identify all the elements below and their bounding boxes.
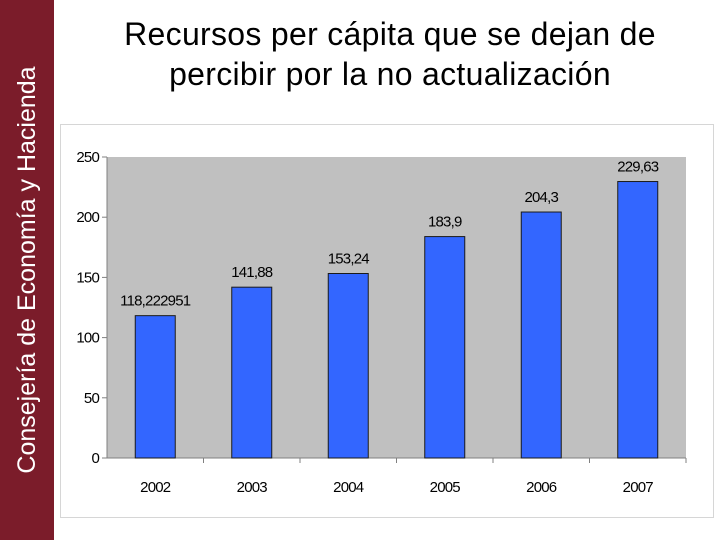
x-tick-label: 2005 bbox=[430, 479, 461, 496]
bar-value-label: 153,24 bbox=[328, 250, 370, 267]
bar-value-label: 204,3 bbox=[524, 189, 558, 206]
x-tick-label: 2003 bbox=[237, 479, 268, 496]
y-tick-label: 250 bbox=[76, 149, 99, 166]
bar bbox=[134, 315, 176, 459]
slide-title-line-2: percibir por la no actualización bbox=[169, 56, 611, 92]
bar bbox=[231, 286, 273, 459]
plot-area bbox=[107, 157, 686, 458]
x-tick-label: 2004 bbox=[333, 479, 364, 496]
y-tick-label: 100 bbox=[76, 330, 99, 347]
bar-value-label: 183,9 bbox=[428, 214, 462, 231]
x-tick-label: 2006 bbox=[526, 479, 557, 496]
x-tick-label: 2002 bbox=[140, 479, 171, 496]
bar-chart: 0 50 100 150 200 250 118,222951 2002 141,88 2003 1… bbox=[76, 149, 687, 496]
y-tick-label: 150 bbox=[76, 269, 99, 286]
slide-title-line-1: Recursos per cápita que se dejan de bbox=[124, 16, 656, 52]
bar bbox=[520, 211, 562, 459]
bar bbox=[617, 181, 659, 459]
x-tick-label: 2007 bbox=[623, 479, 654, 496]
slide-title: Recursos per cápita que se dejan de perc… bbox=[60, 14, 720, 94]
bar-value-label: 141,88 bbox=[231, 264, 273, 281]
sidebar-department-label: Consejería de Economía y Hacienda bbox=[13, 66, 41, 474]
chart-frame: 0 50 100 150 200 250 118,222951 2002 141,88 2003 1… bbox=[60, 124, 714, 518]
y-tick-label: 50 bbox=[84, 390, 100, 407]
bar-value-label: 229,63 bbox=[617, 159, 659, 176]
y-tick-label: 200 bbox=[76, 209, 99, 226]
sidebar-band: Consejería de Economía y Hacienda bbox=[0, 0, 54, 540]
bar-value-label: 118,222951 bbox=[120, 293, 191, 310]
bar bbox=[327, 272, 369, 459]
bar bbox=[424, 236, 466, 459]
y-tick-label: 0 bbox=[91, 450, 99, 467]
